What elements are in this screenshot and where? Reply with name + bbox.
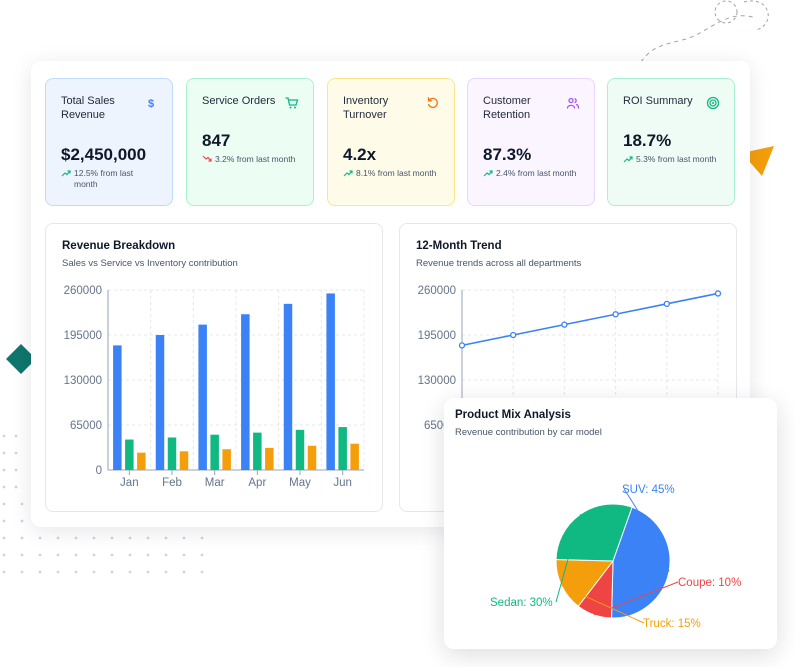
pie-label: Truck: 15%: [643, 618, 701, 630]
revenue-breakdown-title: Revenue Breakdown: [62, 240, 176, 252]
kpi-title: Service Orders: [202, 95, 276, 107]
x-tick-label: Feb: [162, 477, 182, 489]
trend-up-icon: [343, 170, 353, 177]
bar: [167, 437, 177, 470]
pie-leader-line: [555, 513, 582, 603]
x-tick-label: Jun: [333, 477, 352, 489]
bar: [222, 449, 231, 470]
revenue-breakdown-card: Revenue Breakdown Sales vs Service vs In…: [45, 223, 383, 512]
pie-label: Coupe: 10%: [678, 577, 741, 589]
trend-subtitle: Revenue trends across all departments: [416, 258, 582, 269]
kpi-card: Inventory Turnover 4.2x 8.1% from last mon…: [327, 78, 455, 206]
trend-line: [461, 292, 719, 347]
kpi-change-text: 2.4% from last month: [496, 168, 577, 178]
kpi-title: Inventory Turnover: [343, 95, 389, 121]
y-tick-label: 260000: [418, 285, 456, 297]
x-tick-label: Mar: [205, 477, 225, 489]
trend-title: 12-Month Trend: [416, 240, 502, 252]
bar: [155, 335, 165, 470]
kpi-title: ROI Summary: [623, 95, 693, 107]
decorative-dashed-curve: [640, 0, 769, 63]
trend-point: [714, 290, 722, 297]
trend-up-icon: [623, 156, 633, 163]
kpi-value: 18.7%: [623, 131, 672, 150]
kpi-card: ROI Summary 18.7% 5.3% from last month: [607, 78, 735, 206]
kpi-change-text: 12.5% from last month: [74, 168, 134, 189]
y-tick-label: 130000: [64, 375, 102, 387]
x-tick-label: Jan: [120, 477, 139, 489]
dashboard-card: Total Sales Revenue $ $2,450,000 12.5% from…: [31, 61, 750, 527]
bar: [241, 314, 250, 470]
target-icon: [706, 96, 720, 110]
kpi-change-text: 3.2% from last month: [215, 154, 296, 164]
bar: [253, 432, 262, 470]
revenue-bar-chart: 0 65000 130000 195000 260000 Jan Feb Mar Apr May J…: [64, 285, 365, 489]
bar: [113, 345, 122, 470]
dollar-icon: $: [144, 96, 158, 110]
pie-label: SUV: 45%: [622, 484, 675, 496]
kpi-change-text: 5.3% from last month: [636, 154, 717, 164]
kpi-change: 3.2% from last month: [202, 154, 310, 165]
bar: [326, 293, 335, 470]
y-tick-label: 260000: [64, 285, 102, 297]
bar: [137, 452, 146, 470]
trend-point: [510, 331, 517, 339]
trend-up-icon: [61, 170, 71, 177]
svg-text:$: $: [148, 98, 154, 110]
bar: [125, 439, 134, 470]
pie-leader-line: [561, 585, 645, 624]
bar: [265, 447, 274, 470]
kpi-card: Customer Retention 87.3% 2.4% from last mo…: [467, 78, 595, 206]
bar: [350, 443, 359, 470]
trend-up-icon: [483, 170, 493, 177]
kpi-card: Total Sales Revenue $ $2,450,000 12.5% from…: [45, 78, 173, 206]
green-diamond-decoration: [6, 344, 36, 374]
trend-point: [663, 300, 670, 307]
kpi-title: Customer Retention: [483, 95, 531, 121]
y-tick-label: 130000: [418, 375, 456, 387]
product-mix-subtitle: Revenue contribution by car model: [455, 427, 602, 438]
kpi-change: 12.5% from last month: [61, 168, 141, 190]
refresh-icon: [426, 96, 440, 110]
kpi-change-text: 8.1% from last month: [356, 168, 437, 178]
trend-point: [612, 311, 619, 318]
pie-label: Sedan: 30%: [490, 597, 553, 609]
cart-icon: [285, 96, 299, 110]
kpi-change: 2.4% from last month: [483, 168, 591, 179]
x-tick-label: Apr: [248, 477, 266, 489]
pie-leader-line: [593, 581, 679, 616]
kpi-change: 8.1% from last month: [343, 168, 451, 179]
bar: [283, 303, 293, 470]
kpi-value: $2,450,000: [61, 145, 147, 164]
kpi-card: Service Orders 847 3.2% from last month: [186, 78, 314, 206]
trend-point: [458, 342, 466, 349]
y-tick-label: 0: [96, 465, 102, 477]
bar: [198, 324, 207, 470]
product-mix-title: Product Mix Analysis: [455, 409, 571, 421]
product-mix-pie-chart: SUV: 45% Coupe: 10% Truck: 15% Sedan: 30%: [490, 484, 741, 630]
trend-point: [561, 321, 568, 328]
kpi-value: 847: [202, 131, 231, 150]
trend-down-icon: [202, 155, 212, 162]
y-tick-label: 195000: [418, 330, 456, 342]
product-mix-card: Product Mix Analysis Revenue contributio…: [444, 398, 777, 649]
kpi-change: 5.3% from last month: [623, 154, 731, 165]
kpi-title: Total Sales Revenue: [61, 95, 115, 121]
bar: [338, 427, 347, 470]
bar: [210, 434, 219, 470]
pie-leader-line: [623, 488, 670, 572]
bar: [179, 451, 189, 470]
bar: [307, 445, 317, 470]
pie-slice: [555, 503, 633, 562]
y-tick-label: 195000: [64, 330, 102, 342]
bar: [295, 429, 305, 470]
x-tick-label: May: [289, 477, 311, 489]
y-tick-label: 65000: [70, 420, 102, 432]
users-icon: [566, 96, 580, 110]
revenue-breakdown-subtitle: Sales vs Service vs Inventory contributi…: [62, 258, 238, 269]
kpi-value: 4.2x: [343, 145, 377, 164]
orange-triangle-decoration: [742, 146, 774, 176]
kpi-value: 87.3%: [483, 145, 532, 164]
